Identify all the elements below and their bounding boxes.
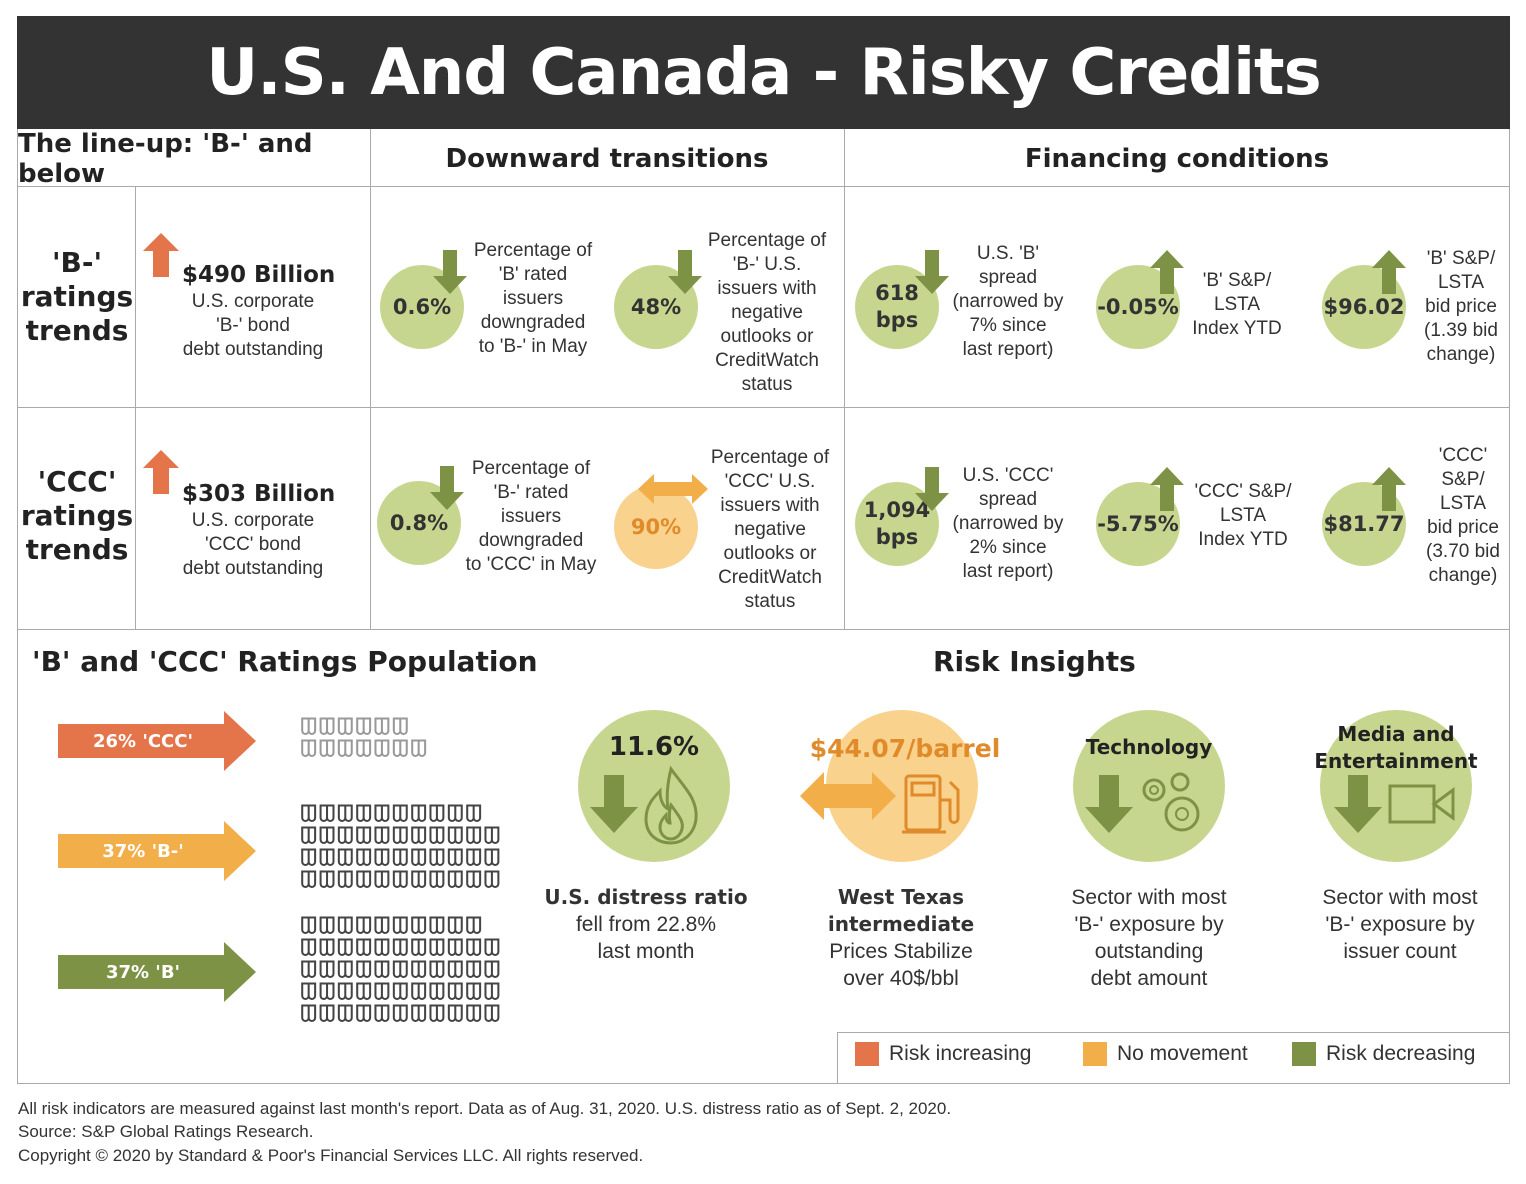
- arrow-up-icon: [1150, 467, 1184, 511]
- arrow-up-icon: [1150, 250, 1184, 294]
- technology-circle: [1073, 710, 1225, 862]
- ccc-negative-outlook-desc: Percentage of 'CCC' U.S. issuers with negat…: [710, 447, 830, 612]
- arrow-down-icon: [590, 775, 638, 833]
- divider: [17, 186, 1510, 187]
- arrow-down-icon: [668, 250, 702, 294]
- people-icons-ccc: ᗵᗵᗵᗵᗵᗵ ᗵᗵᗵᗵᗵᗵᗵ: [300, 713, 429, 763]
- ccc-amount-desc: U.S. corporate 'CCC' bond debt outstanding: [182, 510, 324, 579]
- arrow-down-icon: [915, 467, 949, 511]
- technology-desc: Sector with most 'B-' exposure by outstand…: [1071, 886, 1227, 990]
- arrow-up-icon: [143, 233, 179, 277]
- ccc-spread-desc: U.S. 'CCC' spread (narrowed by 2% since last…: [952, 465, 1064, 582]
- arrow-down-icon: [433, 250, 467, 294]
- b-downgrade-desc: Percentage of 'B' rated issuers downgraded t…: [473, 240, 593, 357]
- divider: [17, 407, 1510, 408]
- arrow-up-icon: [1372, 467, 1406, 511]
- video-camera-icon: [1388, 784, 1455, 824]
- arrow-down-icon: [1334, 775, 1382, 833]
- wti-title: West Texas intermediate: [827, 885, 975, 936]
- arrow-down-icon: [430, 466, 464, 510]
- distress-desc: fell from 22.8% last month: [575, 913, 717, 963]
- ccc-index-desc: 'CCC' S&P/LSTA Index YTD: [1194, 481, 1292, 550]
- arrow-up-icon: [143, 450, 179, 494]
- insights-heading: Risk Insights: [933, 645, 1136, 678]
- technology-label: Technology: [1085, 735, 1213, 759]
- arrow-down-icon: [1085, 775, 1133, 833]
- header-lineup: The line-up: 'B-' and below: [18, 128, 313, 189]
- footer-copyright: Copyright © 2020 by Standard & Poor's Fi…: [18, 1146, 644, 1165]
- population-heading: 'B' and 'CCC' Ratings Population: [32, 645, 538, 678]
- arrow-down-icon: [915, 250, 949, 294]
- arrow-ccc: [58, 711, 256, 771]
- page-title: U.S. And Canada - Risky Credits: [17, 16, 1510, 129]
- b-bid-desc: 'B' S&P/LSTA bid price (1.39 bid change): [1424, 248, 1498, 365]
- header-financing: Financing conditions: [1024, 143, 1330, 174]
- ccc-amount: $303 Billion: [182, 481, 336, 507]
- arrow-b: [58, 942, 256, 1002]
- double-arrow-icon: [800, 772, 896, 820]
- people-icons-b: ᗵᗵᗵᗵᗵᗵᗵᗵᗵᗵ ᗵᗵᗵᗵᗵᗵᗵᗵᗵᗵᗵ ᗵᗵᗵᗵᗵᗵᗵᗵᗵᗵᗵ ᗵᗵᗵᗵᗵ…: [300, 912, 502, 1028]
- row-title-b: 'B-' ratings trends: [20, 246, 134, 347]
- b-amount-desc: U.S. corporate 'B-' bond debt outstanding: [182, 291, 324, 360]
- b-amount: $490 Billion: [182, 262, 336, 288]
- legend-swatch: [1292, 1042, 1316, 1066]
- legend-swatch: [1083, 1042, 1107, 1066]
- b-index-desc: 'B' S&P/LSTA Index YTD: [1192, 270, 1282, 339]
- flame-icon: [644, 765, 698, 845]
- legend-swatch: [855, 1042, 879, 1066]
- ccc-downgrade-desc: Percentage of 'B-' rated issuers downgraded…: [465, 458, 597, 575]
- divider: [135, 186, 136, 629]
- distress-value: 11.6%: [608, 732, 700, 762]
- arrow-b-minus-label: 37% 'B-': [102, 840, 184, 862]
- header-downward: Downward transitions: [445, 143, 769, 174]
- wti-value: $44.07/barrel: [809, 734, 1001, 763]
- fuel-pump-icon: [902, 774, 960, 834]
- divider: [844, 129, 845, 629]
- legend-risk-decreasing: Risk decreasing: [1292, 1042, 1475, 1066]
- b-negative-outlook-desc: Percentage of 'B-' U.S. issuers with negati…: [707, 230, 827, 395]
- arrow-b-label: 37% 'B': [105, 961, 181, 983]
- legend-box: [837, 1032, 1510, 1084]
- arrow-b-minus: [58, 821, 256, 881]
- people-icons-b-minus: ᗵᗵᗵᗵᗵᗵᗵᗵᗵᗵ ᗵᗵᗵᗵᗵᗵᗵᗵᗵᗵᗵ ᗵᗵᗵᗵᗵᗵᗵᗵᗵᗵᗵ ᗵᗵᗵᗵᗵ…: [300, 800, 502, 894]
- distress-title: U.S. distress ratio: [544, 885, 748, 909]
- divider: [17, 629, 1510, 630]
- gears-icon: [1142, 772, 1200, 832]
- media-label: Media and Entertainment: [1314, 722, 1478, 773]
- ccc-negative-outlook-circle: 90%: [614, 485, 698, 569]
- arrow-up-icon: [1372, 250, 1406, 294]
- divider: [370, 129, 371, 629]
- legend-risk-increasing: Risk increasing: [855, 1042, 1031, 1066]
- wti-desc: Prices Stabilize over 40$/bbl: [829, 940, 973, 990]
- row-title-ccc: 'CCC' ratings trends: [20, 465, 134, 566]
- footer-source: Source: S&P Global Ratings Research.: [18, 1122, 314, 1141]
- double-arrow-icon: [638, 474, 708, 504]
- arrow-ccc-label: 26% 'CCC': [92, 730, 193, 752]
- legend-no-movement: No movement: [1083, 1042, 1248, 1066]
- b-spread-desc: U.S. 'B' spread (narrowed by 7% since last r…: [952, 243, 1064, 360]
- ccc-bid-desc: 'CCC' S&P/LSTA bid price (3.70 bid change): [1426, 445, 1500, 586]
- media-desc: Sector with most 'B-' exposure by issuer c…: [1322, 886, 1478, 963]
- footer-note: All risk indicators are measured against…: [18, 1099, 952, 1118]
